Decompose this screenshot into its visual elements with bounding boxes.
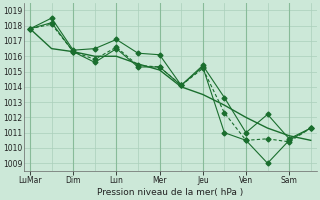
X-axis label: Pression niveau de la mer( hPa ): Pression niveau de la mer( hPa ) <box>97 188 244 197</box>
